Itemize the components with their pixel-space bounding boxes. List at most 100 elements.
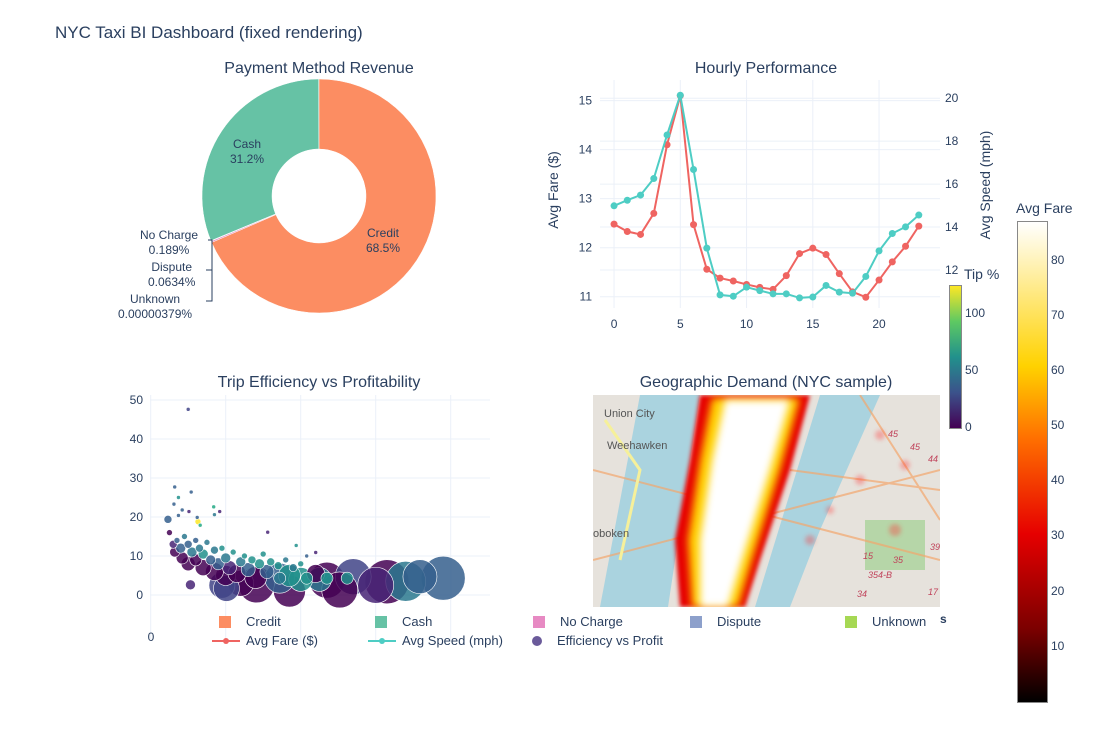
scatter-point[interactable] [240, 562, 256, 577]
scatter-point[interactable] [173, 537, 181, 544]
scatter-point[interactable] [304, 553, 310, 559]
data-point[interactable] [782, 290, 790, 298]
data-point[interactable] [650, 175, 658, 183]
scatter-point[interactable] [259, 564, 275, 579]
data-point[interactable] [623, 228, 631, 236]
scatter-point[interactable] [340, 571, 354, 585]
data-point[interactable] [888, 230, 896, 238]
scatter-point[interactable] [211, 504, 216, 510]
data-point[interactable] [822, 251, 830, 259]
data-point[interactable] [690, 221, 698, 229]
data-point[interactable] [849, 289, 857, 297]
data-point[interactable] [716, 291, 724, 299]
map-road-labels: 45 45 44 15 35 354-B 34 39 17 [857, 429, 940, 599]
data-point[interactable] [769, 290, 777, 298]
tip-colorbar [949, 285, 962, 429]
scatter-point[interactable] [210, 545, 219, 555]
scatter-point[interactable] [220, 552, 231, 564]
data-point[interactable] [637, 230, 645, 238]
scatter-point[interactable] [212, 512, 217, 517]
data-point[interactable] [888, 258, 896, 266]
scatter-point[interactable] [266, 557, 276, 567]
scatter-point[interactable] [247, 555, 257, 565]
pie-slice-cash[interactable] [201, 78, 320, 242]
data-point[interactable] [862, 272, 870, 280]
road-label: 354-B [868, 570, 892, 580]
scatter-point[interactable] [217, 509, 222, 514]
scatter-point[interactable] [179, 507, 185, 513]
data-point[interactable] [623, 196, 631, 204]
data-point[interactable] [610, 220, 618, 228]
scatter-point[interactable] [195, 543, 204, 553]
scatter-point[interactable] [320, 571, 334, 585]
scatter-point[interactable] [235, 556, 246, 568]
data-point[interactable] [915, 211, 923, 219]
data-point[interactable] [690, 166, 698, 174]
scatter-point[interactable] [402, 559, 438, 594]
data-point[interactable] [663, 131, 671, 139]
scatter-point[interactable] [282, 556, 290, 564]
data-point[interactable] [902, 242, 910, 250]
scatter-point[interactable] [186, 546, 198, 558]
data-point[interactable] [835, 270, 843, 278]
scatter-point[interactable] [185, 407, 191, 412]
data-point[interactable] [902, 223, 910, 231]
data-point[interactable] [782, 272, 790, 280]
scatter-point[interactable] [186, 509, 192, 514]
scatter-point[interactable] [313, 550, 319, 555]
scatter-point[interactable] [166, 529, 173, 536]
data-point[interactable] [650, 209, 658, 217]
data-point[interactable] [637, 191, 645, 199]
data-point[interactable] [862, 293, 870, 301]
data-point[interactable] [716, 274, 724, 282]
scatter-point[interactable] [181, 533, 188, 540]
data-point[interactable] [809, 244, 817, 252]
scatter-point[interactable] [229, 548, 237, 556]
scatter-point[interactable] [259, 550, 267, 558]
scatter-point[interactable] [163, 515, 173, 524]
scatter-point[interactable] [194, 515, 200, 520]
scatter-point[interactable] [265, 529, 271, 535]
scatter-point[interactable] [183, 539, 193, 549]
scatter-point[interactable] [297, 560, 305, 568]
data-point[interactable] [822, 281, 830, 289]
scatter-point[interactable] [192, 537, 199, 544]
scatter-point[interactable] [185, 579, 196, 591]
data-point[interactable] [743, 283, 751, 291]
scatter-point[interactable] [357, 566, 395, 604]
scatter-point[interactable] [175, 542, 186, 554]
data-point[interactable] [729, 277, 737, 285]
scatter-point[interactable] [203, 539, 211, 546]
scatter-point[interactable] [293, 543, 299, 548]
scatter-point[interactable] [176, 513, 181, 518]
scatter-point[interactable] [254, 558, 265, 570]
data-point[interactable] [875, 247, 883, 255]
pie-slice-credit[interactable] [211, 78, 437, 314]
data-point[interactable] [809, 293, 817, 301]
scatter-point[interactable] [300, 571, 314, 585]
scatter-point[interactable] [172, 484, 177, 490]
scatter-point[interactable] [188, 489, 194, 495]
data-point[interactable] [875, 276, 883, 284]
scatter-point[interactable] [176, 495, 181, 500]
data-point[interactable] [676, 91, 684, 99]
data-point[interactable] [835, 288, 843, 296]
scatter-point[interactable] [273, 561, 283, 571]
scatter-point[interactable] [197, 522, 203, 528]
data-point[interactable] [756, 287, 764, 295]
scatter-point[interactable] [218, 544, 226, 552]
scatter-point[interactable] [241, 552, 248, 560]
data-point[interactable] [703, 265, 711, 273]
scatter-point[interactable] [205, 554, 216, 566]
data-point[interactable] [729, 292, 737, 300]
data-point[interactable] [703, 244, 711, 252]
scatter-point[interactable] [171, 501, 177, 507]
scatter-point[interactable] [288, 563, 298, 573]
data-point[interactable] [796, 250, 804, 258]
data-point[interactable] [610, 202, 618, 210]
scatter-point[interactable] [273, 571, 287, 585]
data-point[interactable] [915, 222, 923, 230]
data-point[interactable] [796, 294, 804, 302]
